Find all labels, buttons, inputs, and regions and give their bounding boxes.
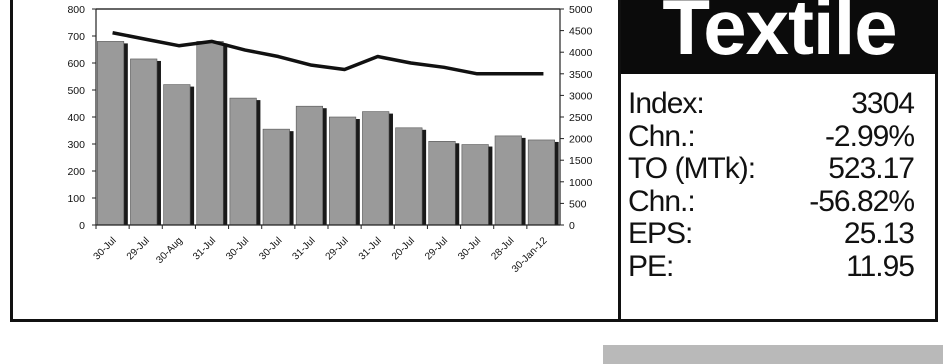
bar-shadow: [321, 108, 327, 225]
stat-label: EPS:: [628, 217, 693, 250]
line-path: [112, 31, 544, 76]
left-tick-label: 700: [67, 31, 85, 43]
bar-shadow: [421, 129, 427, 225]
x-tick-label: 29-Jul: [125, 235, 152, 262]
left-tick-label: 800: [67, 4, 85, 16]
bar-series: [97, 41, 559, 226]
bar: [130, 58, 158, 226]
title-banner: Textile: [621, 0, 938, 74]
x-tick-label: 30-Jul: [224, 235, 251, 262]
x-tick-label: 31-Jul: [357, 235, 384, 262]
bar: [262, 128, 290, 226]
left-tick-label: 600: [67, 58, 85, 70]
stat-row-turnover: TO (MTk): 523.17: [628, 152, 915, 186]
right-tick-label: 2500: [569, 112, 593, 124]
bar-shadow: [122, 43, 128, 226]
bar-shadow: [255, 100, 261, 225]
stat-row-index: Index: 3304: [628, 87, 915, 121]
stats-panel: Index: 3304 Chn.: -2.99% TO (MTk): 523.1…: [628, 87, 915, 284]
bar: [362, 111, 390, 226]
bar-shadow: [288, 131, 294, 225]
x-tick-label: 30-Jul: [257, 235, 284, 262]
x-tick-label: 29-Jul: [324, 235, 351, 262]
stat-label: Chn.:: [628, 184, 696, 218]
left-y-axis: 0 100 200 300 400 500 600 700 800: [67, 4, 97, 232]
stat-value: 11.95: [846, 249, 915, 283]
stat-row-index-change: Chn.: -2.99%: [628, 119, 915, 154]
bar-shadow: [520, 137, 526, 225]
bar: [329, 116, 357, 226]
bar: [428, 141, 456, 226]
bar-shadow: [189, 86, 195, 225]
right-tick-label: 3500: [569, 69, 593, 81]
stat-row-eps: EPS: 25.13: [628, 217, 915, 251]
bar: [97, 41, 125, 226]
bar-shadow: [155, 60, 161, 226]
panel-divider: [618, 0, 621, 322]
bar: [196, 41, 224, 226]
stat-label: PE:: [628, 249, 674, 283]
stat-value: -56.82%: [809, 184, 915, 218]
bar: [527, 139, 555, 226]
stat-value: 25.13: [843, 217, 915, 250]
bar-shadow: [487, 146, 493, 225]
line-series: [112, 31, 544, 76]
bar-shadow: [387, 113, 393, 225]
left-tick-label: 200: [67, 166, 85, 178]
bar: [229, 97, 257, 226]
left-tick-label: 300: [67, 139, 85, 151]
bar-shadow: [222, 43, 228, 226]
stat-value: 523.17: [828, 152, 915, 185]
x-tick-label: 31-Jul: [191, 235, 218, 262]
stat-label: TO (MTk):: [628, 152, 756, 185]
right-tick-label: 2000: [569, 134, 593, 146]
x-tick-label: 30-Aug: [154, 235, 185, 266]
stat-label: Chn.:: [628, 119, 696, 153]
stat-row-pe: PE: 11.95: [628, 249, 915, 284]
left-tick-label: 100: [67, 193, 85, 205]
x-tick-label: 28-Jul: [489, 235, 516, 262]
right-y-axis: 0 500 1000 1500 2000 2500 3000 3500 4000 4500 5000: [559, 4, 593, 232]
stat-value: 3304: [851, 87, 915, 120]
x-axis: 30-Jul 29-Jul 30-Aug 31-Jul 30-Jul 30-Jul 31-J…: [92, 224, 560, 275]
bar-shadow: [354, 119, 360, 225]
stat-label: Index:: [628, 87, 705, 120]
left-tick-label: 0: [79, 220, 85, 232]
x-tick-label: 20-Jul: [390, 235, 417, 262]
bar-shadow: [553, 141, 559, 225]
right-tick-label: 4500: [569, 26, 593, 38]
left-tick-label: 400: [67, 112, 85, 124]
right-tick-label: 4000: [569, 47, 593, 59]
bar: [494, 135, 522, 226]
right-tick-label: 1000: [569, 177, 593, 189]
sector-title: Textile: [662, 0, 897, 71]
combo-chart: 0 100 200 300 400 500 600 700 800 0 500 1000 1500 20…: [67, 4, 593, 275]
bar: [163, 84, 191, 226]
stat-value: -2.99%: [824, 119, 915, 153]
x-tick-label: 31-Jul: [291, 235, 318, 262]
footer-bar: [603, 345, 943, 364]
x-tick-label: 30-Jul: [92, 235, 119, 262]
right-tick-label: 3000: [569, 90, 593, 102]
right-tick-label: 500: [569, 198, 587, 210]
x-tick-label: 30-Jan-12: [510, 235, 550, 275]
bar: [395, 127, 423, 226]
right-tick-label: 0: [569, 220, 575, 232]
right-tick-label: 1500: [569, 155, 593, 167]
bar: [461, 144, 489, 226]
x-tick-label: 30-Jul: [456, 235, 483, 262]
x-tick-label: 29-Jul: [423, 235, 450, 262]
stat-row-turnover-change: Chn.: -56.82%: [628, 184, 915, 219]
right-tick-label: 5000: [569, 4, 593, 16]
bar-shadow: [454, 143, 460, 225]
bar: [295, 105, 323, 226]
left-tick-label: 500: [67, 85, 85, 97]
